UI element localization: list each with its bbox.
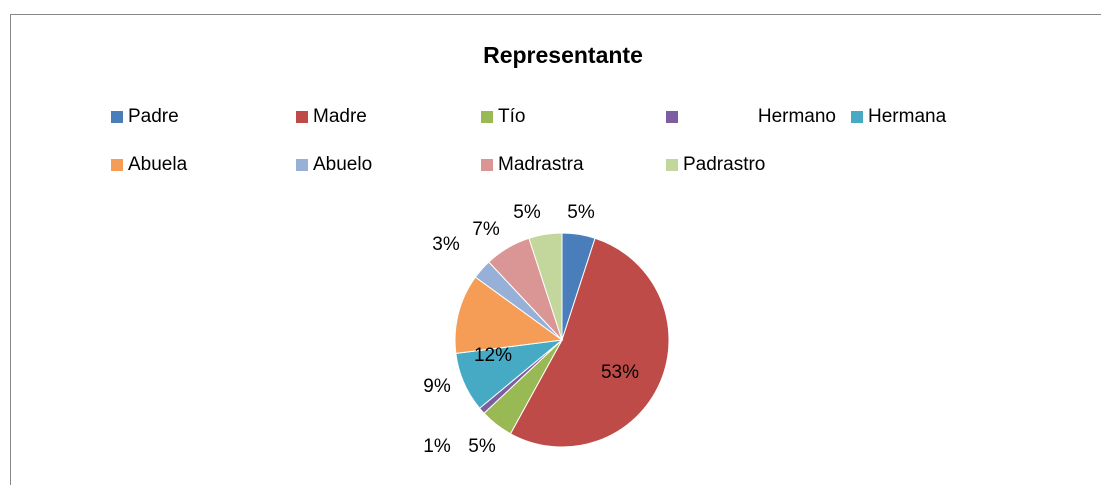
legend-label: Madre xyxy=(313,106,367,127)
data-label: 53% xyxy=(601,362,639,383)
pie-slice xyxy=(454,276,564,354)
legend-swatch xyxy=(481,159,493,171)
pie-slice xyxy=(528,232,563,341)
legend-swatch xyxy=(296,159,308,171)
legend-swatch xyxy=(111,111,123,123)
data-label: 5% xyxy=(567,202,595,223)
legend-swatch xyxy=(666,111,678,123)
legend-label: Tío xyxy=(498,106,525,127)
legend-label: Hermano xyxy=(758,106,836,127)
legend-swatch xyxy=(666,159,678,171)
legend-label: Abuela xyxy=(128,154,188,175)
legend-label: Padre xyxy=(128,106,179,127)
pie-slice xyxy=(509,237,670,448)
data-label: 12% xyxy=(474,345,512,366)
legend-label: Madrastra xyxy=(498,154,584,175)
legend-label: Abuelo xyxy=(313,154,372,175)
legend-swatch xyxy=(111,159,123,171)
data-label: 7% xyxy=(472,219,500,240)
chart-title: Representante xyxy=(483,42,643,68)
legend-swatch xyxy=(296,111,308,123)
data-label: 5% xyxy=(468,436,496,457)
data-label: 3% xyxy=(432,234,460,255)
legend-label: Padrastro xyxy=(683,154,765,175)
data-label: 1% xyxy=(423,436,451,457)
legend-swatch xyxy=(851,111,863,123)
legend-swatch xyxy=(481,111,493,123)
legend-label: Hermana xyxy=(868,106,947,127)
data-label: 5% xyxy=(513,202,541,223)
data-label: 9% xyxy=(423,376,451,397)
